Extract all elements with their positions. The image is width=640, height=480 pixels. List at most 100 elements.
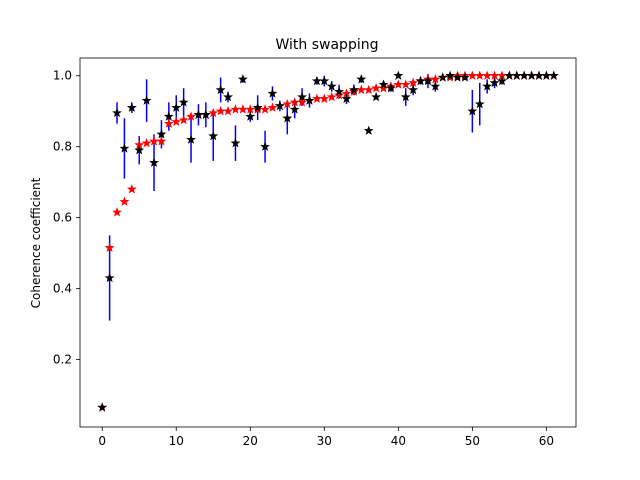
reference-point <box>400 79 411 89</box>
measured-point <box>393 70 404 80</box>
measured-point <box>208 130 219 141</box>
reference-point <box>141 137 152 148</box>
measured-point <box>341 93 352 103</box>
chart-title: With swapping <box>276 37 379 53</box>
reference-point <box>178 114 189 125</box>
reference-point <box>119 196 130 206</box>
x-tick-label: 10 <box>169 434 184 448</box>
y-tick-label: 0.6 <box>53 211 72 225</box>
measured-point <box>319 75 330 86</box>
measured-point <box>223 91 233 102</box>
measured-point <box>548 70 559 80</box>
measured-point <box>497 75 507 86</box>
reference-point <box>319 93 330 103</box>
measured-point <box>245 111 256 121</box>
x-tick-label: 50 <box>465 434 480 448</box>
x-axis: 0 10 20 30 40 50 60 <box>98 427 554 448</box>
measured-point <box>141 95 152 105</box>
y-tick-label: 1.0 <box>53 69 72 83</box>
measured-point <box>430 81 441 91</box>
measured-point <box>163 111 174 121</box>
error-bars <box>108 73 503 321</box>
reference-point <box>334 90 345 100</box>
y-axis: 0.2 0.4 0.6 0.8 1.0 <box>53 69 80 367</box>
reference-point <box>393 79 404 89</box>
measured-point <box>267 88 278 98</box>
measured-point <box>156 129 167 139</box>
reference-point <box>311 93 322 103</box>
measured-point <box>119 143 130 153</box>
measured-point <box>534 70 544 80</box>
measured-point <box>297 91 307 102</box>
measured-point <box>378 79 389 89</box>
reference-point <box>467 70 478 80</box>
x-tick-label: 0 <box>98 434 106 448</box>
x-tick-label: 40 <box>391 434 406 448</box>
measured-point <box>104 272 115 283</box>
measured-point <box>504 70 515 80</box>
reference-point <box>171 116 182 127</box>
reference-point <box>260 104 270 114</box>
reference-point <box>126 184 137 194</box>
measured-point <box>112 107 122 118</box>
measured-point <box>386 83 396 93</box>
data-points <box>97 70 559 412</box>
measured-point <box>178 97 189 107</box>
y-axis-label: Coherence coefficient <box>29 177 43 308</box>
measured-point <box>489 77 500 88</box>
measured-point <box>467 106 478 116</box>
measured-point <box>274 100 285 111</box>
measured-point <box>482 81 493 91</box>
reference-point <box>267 102 278 112</box>
measured-point <box>260 141 270 151</box>
reference-point <box>363 84 374 95</box>
measured-point <box>519 70 530 80</box>
measured-point <box>423 75 433 86</box>
y-tick-label: 0.2 <box>53 353 72 367</box>
measured-point <box>186 134 196 144</box>
measured-point <box>230 137 241 148</box>
measured-point <box>474 98 485 109</box>
y-tick-label: 0.4 <box>53 282 72 296</box>
reference-point <box>156 136 167 146</box>
reference-point <box>408 77 419 88</box>
measured-point <box>363 125 374 135</box>
x-tick-label: 20 <box>243 434 258 448</box>
reference-point <box>474 70 485 80</box>
reference-point <box>356 84 367 95</box>
measured-point <box>541 70 552 80</box>
measured-point <box>408 84 419 95</box>
reference-point <box>163 118 174 128</box>
plot-frame <box>79 57 577 428</box>
measured-point <box>215 84 226 95</box>
measured-point <box>400 91 411 102</box>
reference-point <box>297 97 307 107</box>
x-tick-label: 60 <box>539 434 554 448</box>
measured-point <box>289 104 300 114</box>
reference-point <box>112 207 122 217</box>
measured-point <box>304 95 315 105</box>
measured-point <box>171 102 182 112</box>
measured-point <box>97 402 108 412</box>
reference-point <box>186 111 196 121</box>
measured-point <box>526 70 537 80</box>
reference-point <box>430 74 441 84</box>
measured-point <box>282 113 293 123</box>
y-tick-label: 0.8 <box>53 140 72 154</box>
measured-point <box>126 102 137 112</box>
measured-point <box>237 74 248 84</box>
reference-point <box>208 107 219 118</box>
measured-point <box>437 72 448 82</box>
reference-point <box>223 106 233 116</box>
reference-point <box>371 83 382 93</box>
reference-point <box>230 104 241 114</box>
measured-point <box>149 157 159 167</box>
reference-point <box>282 98 293 109</box>
reference-point <box>237 104 248 114</box>
measured-point <box>371 91 382 102</box>
measured-point <box>445 70 456 80</box>
measured-point <box>349 84 359 95</box>
reference-point <box>104 242 115 252</box>
measured-point <box>134 145 145 155</box>
